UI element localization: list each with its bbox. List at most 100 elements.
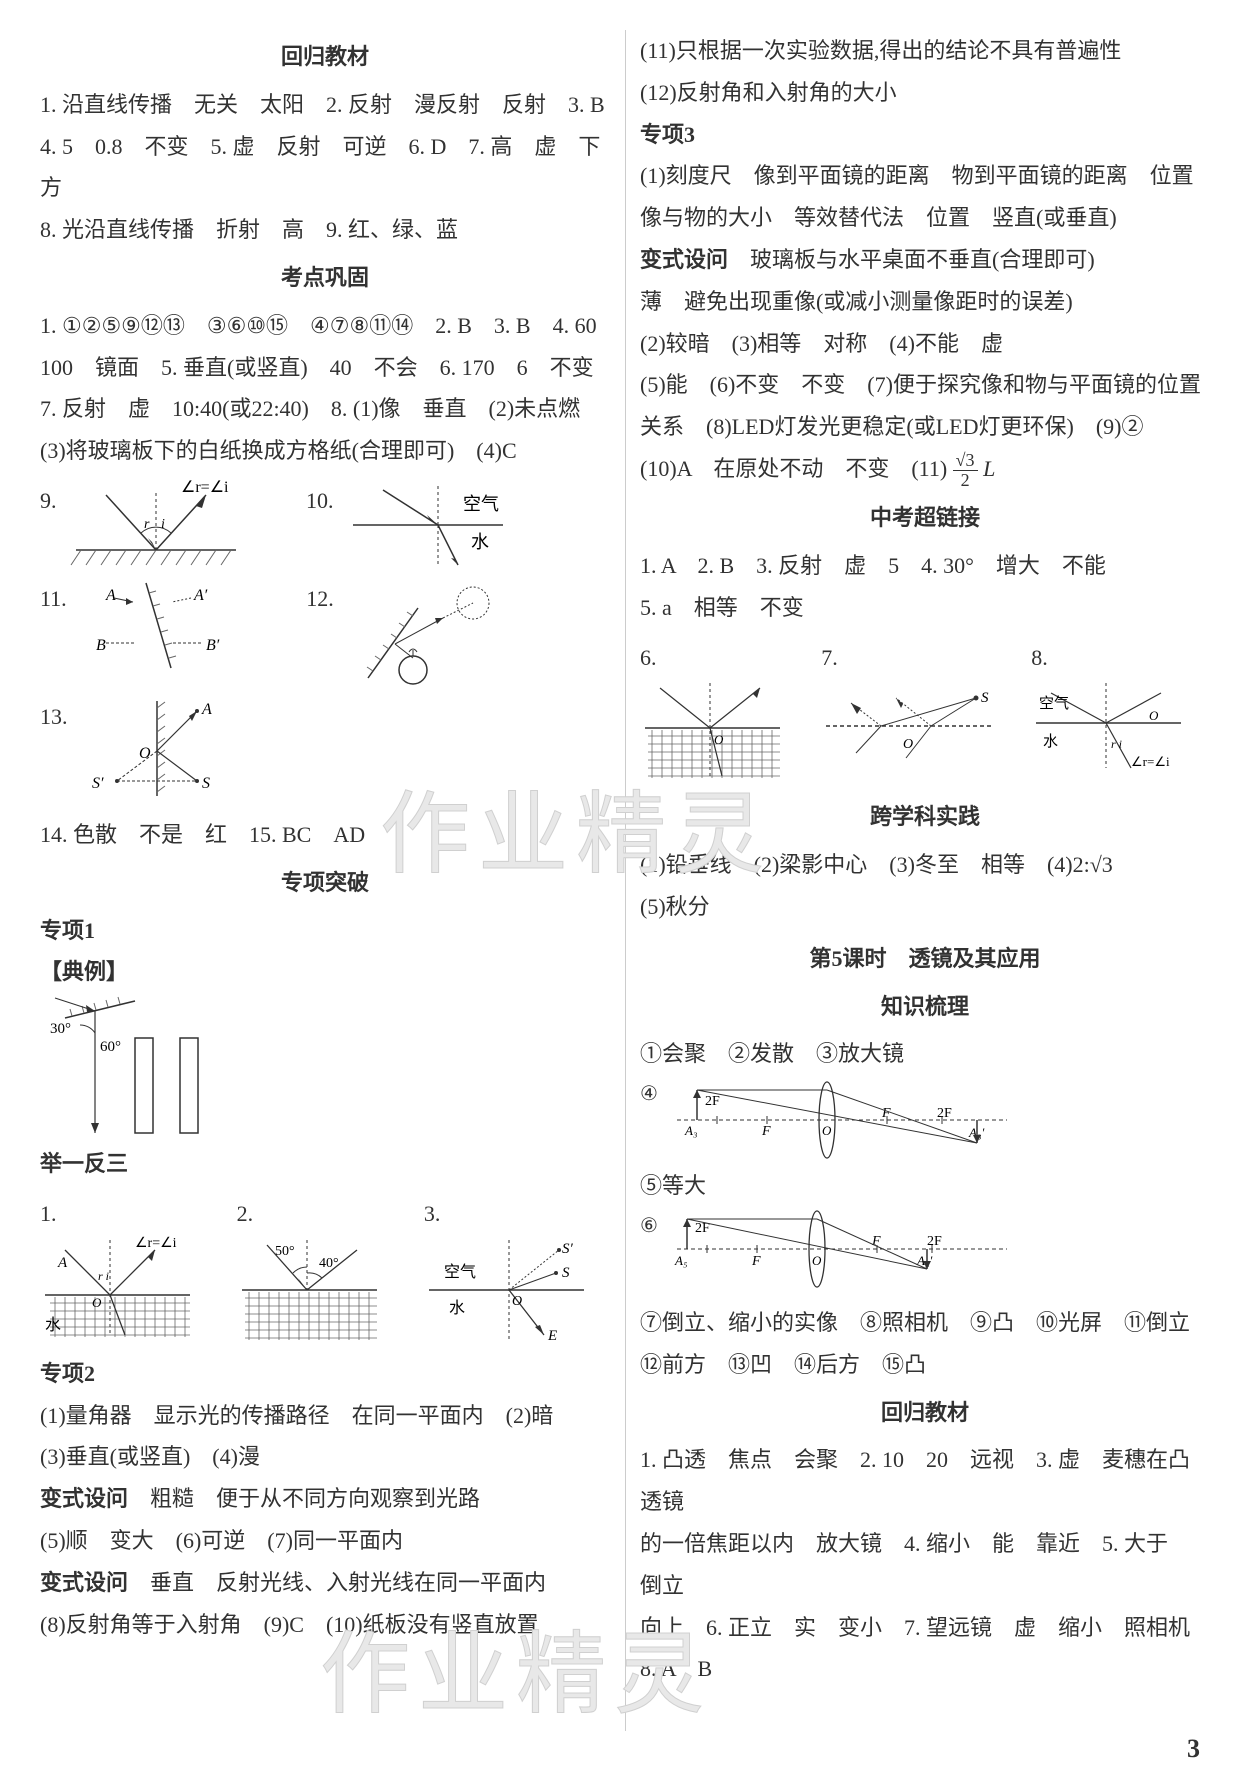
text-line: 变式设问 玻璃板与水平桌面不垂直(合理即可)	[640, 239, 1210, 281]
text-line: 变式设问 垂直 反射光线、入射光线在同一平面内	[40, 1562, 610, 1604]
svg-text:60°: 60°	[100, 1039, 121, 1055]
svg-text:∠r=∠i: ∠r=∠i	[1131, 754, 1170, 769]
diagram-row-678: 6.	[640, 637, 1210, 789]
svg-text:水: 水	[1043, 733, 1058, 750]
diagram-dianli: 30° 60°	[40, 993, 240, 1143]
lesson-5-title: 第5课时 透镜及其应用	[640, 938, 1210, 980]
svg-text:O: O	[512, 1294, 522, 1309]
diagram-row-j123: 1.	[40, 1193, 610, 1345]
subsection-zx3: 专项3	[640, 114, 1210, 156]
svg-text:O: O	[139, 745, 151, 762]
svg-text:空气: 空气	[463, 494, 499, 514]
text-line: 像与物的大小 等效替代法 位置 竖直(或垂直)	[640, 197, 1210, 239]
section-title-zhuanxiang: 专项突破	[40, 862, 610, 904]
diagram-row-9-10: 9. r i ∠r=	[40, 480, 610, 570]
svg-text:A′: A′	[193, 587, 208, 604]
text-line: (2)较暗 (3)相等 对称 (4)不能 虚	[640, 323, 1210, 365]
svg-text:A₅′: A₅′	[916, 1253, 932, 1268]
column-divider	[625, 30, 626, 1731]
text-line: (8)反射角等于入射角 (9)C (10)纸板没有竖直放置	[40, 1604, 610, 1646]
text-line: 7. 反射 虚 10:40(或22:40) 8. (1)像 垂直 (2)未点燃	[40, 388, 610, 430]
angle-label: ∠r=∠i	[181, 480, 229, 496]
text-line: 5. a 相等 不变	[640, 587, 1210, 629]
text-line: ⑫前方 ⑬凹 ⑭后方 ⑮凸	[640, 1344, 1210, 1386]
diagram-10: 10. 空气 水	[306, 480, 513, 570]
diagram-13: 13. A O S S′	[40, 696, 257, 806]
diagram-j1: 1.	[40, 1193, 217, 1345]
diagram-9: 9. r i ∠r=	[40, 480, 246, 570]
text-line: 1. 沿直线传播 无关 太阳 2. 反射 漫反射 反射 3. B	[40, 84, 610, 126]
diagram-r6: 6.	[640, 637, 809, 789]
diagram-lens-6: ⑥ 2F A₅ F O F A₅′ 2F	[640, 1207, 1017, 1302]
dianli-label: 【典例】	[40, 951, 610, 993]
diagram-lens-4: ④ 2F A₃ F O F 2F A₃′	[640, 1075, 1017, 1165]
text-line: 关系 (8)LED灯发光更稳定(或LED灯更环保) (9)②	[640, 406, 1210, 448]
svg-text:B′: B′	[206, 637, 220, 654]
svg-text:O: O	[812, 1253, 822, 1268]
diagram-j2: 2. 50°	[237, 1193, 404, 1345]
text-line: 1. A 2. B 3. 反射 虚 5 4. 30° 增大 不能	[640, 545, 1210, 587]
text-line: 8. 光沿直线传播 折射 高 9. 红、绿、蓝	[40, 209, 610, 251]
svg-text:2F: 2F	[937, 1106, 952, 1121]
svg-text:40°: 40°	[319, 1256, 339, 1271]
diagram-j1-label: 1.	[40, 1193, 57, 1235]
subsection-zx2: 专项2	[40, 1353, 610, 1395]
diagram-6b-label: ⑥	[640, 1207, 658, 1245]
svg-text:S: S	[562, 1265, 570, 1281]
svg-text:F: F	[761, 1124, 771, 1139]
fraction: √3 2	[953, 451, 978, 492]
text-line: 变式设问 粗糙 便于从不同方向观察到光路	[40, 1478, 610, 1520]
section-title-kuaxueke: 跨学科实践	[640, 796, 1210, 838]
subsection-zx1: 专项1	[40, 910, 610, 952]
svg-text:O: O	[822, 1123, 832, 1138]
diagram-r8: 8. 空气 水 O r i ∠r=∠i	[1031, 637, 1210, 779]
text-line: (12)反射角和入射角的大小	[640, 72, 1210, 114]
text-line: 4. 5 0.8 不变 5. 虚 反射 可逆 6. D 7. 高 虚 下方	[40, 126, 610, 210]
text-line: (5)能 (6)不变 不变 (7)便于探究像和物与平面镜的位置	[640, 364, 1210, 406]
diagram-4-label: ④	[640, 1075, 658, 1113]
text-line: ⑦倒立、缩小的实像 ⑧照相机 ⑨凸 ⑩光屏 ⑪倒立	[640, 1302, 1210, 1344]
text-line: (3)垂直(或竖直) (4)漫	[40, 1436, 610, 1478]
text-line: 的一倍焦距以内 放大镜 4. 缩小 能 靠近 5. 大于 倒立	[640, 1523, 1210, 1607]
text-line: (11)只根据一次实验数据,得出的结论不具有普遍性	[640, 30, 1210, 72]
text-line: ⑤等大	[640, 1165, 1210, 1207]
svg-text:30°: 30°	[50, 1021, 71, 1037]
text-line: 100 镜面 5. 垂直(或竖直) 40 不会 6. 170 6 不变	[40, 347, 610, 389]
section-title-zhongkao: 中考超链接	[640, 497, 1210, 539]
diagram-11: 11. A A′ B B′	[40, 578, 246, 673]
text-line: 向上 6. 正立 实 变小 7. 望远镜 虚 缩小 照相机	[640, 1607, 1210, 1649]
svg-text:空气: 空气	[1039, 695, 1069, 712]
svg-text:水: 水	[449, 1299, 465, 1317]
svg-text:S′: S′	[562, 1241, 574, 1257]
svg-text:2F: 2F	[927, 1234, 942, 1249]
svg-text:S′: S′	[92, 775, 104, 792]
text-line: 1. ①②⑤⑨⑫⑬ ③⑥⑩⑮ ④⑦⑧⑪⑭ 2. B 3. B 4. 60	[40, 305, 610, 347]
svg-text:A₅: A₅	[674, 1253, 687, 1268]
svg-text:F: F	[871, 1234, 881, 1249]
text-line: 14. 色散 不是 红 15. BC AD	[40, 814, 610, 856]
section-title-zhishi: 知识梳理	[640, 986, 1210, 1028]
diagram-j3: 3. S′ S 空气 水 O E	[424, 1193, 610, 1345]
diagram-11-label: 11.	[40, 578, 67, 620]
svg-text:O: O	[903, 737, 913, 752]
diagram-12: 12.	[306, 578, 513, 688]
svg-text:A: A	[105, 587, 116, 604]
svg-text:水: 水	[45, 1316, 61, 1334]
page-number: 3	[1187, 1724, 1200, 1773]
section-title-huigui2: 回归教材	[640, 1392, 1210, 1434]
svg-text:2F: 2F	[705, 1094, 720, 1109]
left-column: 回归教材 1. 沿直线传播 无关 太阳 2. 反射 漫反射 反射 3. B 4.…	[40, 30, 610, 1761]
text-line: ①会聚 ②发散 ③放大镜	[640, 1033, 1210, 1075]
diagram-9-label: 9.	[40, 480, 57, 522]
diagram-row-13: 13. A O S S′	[40, 696, 610, 806]
text-line: (1)铅垂线 (2)梁影中心 (3)冬至 相等 (4)2:√3	[640, 844, 1210, 886]
text-line: (5)顺 变大 (6)可逆 (7)同一平面内	[40, 1520, 610, 1562]
svg-text:水: 水	[471, 532, 489, 552]
text-line: (1)量角器 显示光的传播路径 在同一平面内 (2)暗	[40, 1395, 610, 1437]
section-title-huigui: 回归教材	[40, 36, 610, 78]
right-column: (11)只根据一次实验数据,得出的结论不具有普遍性 (12)反射角和入射角的大小…	[640, 30, 1210, 1761]
text-line: 薄 避免出现重像(或减小测量像距时的误差)	[640, 281, 1210, 323]
svg-text:r: r	[144, 517, 150, 532]
diagram-j3-label: 3.	[424, 1193, 441, 1235]
svg-text:r i: r i	[1111, 737, 1122, 751]
